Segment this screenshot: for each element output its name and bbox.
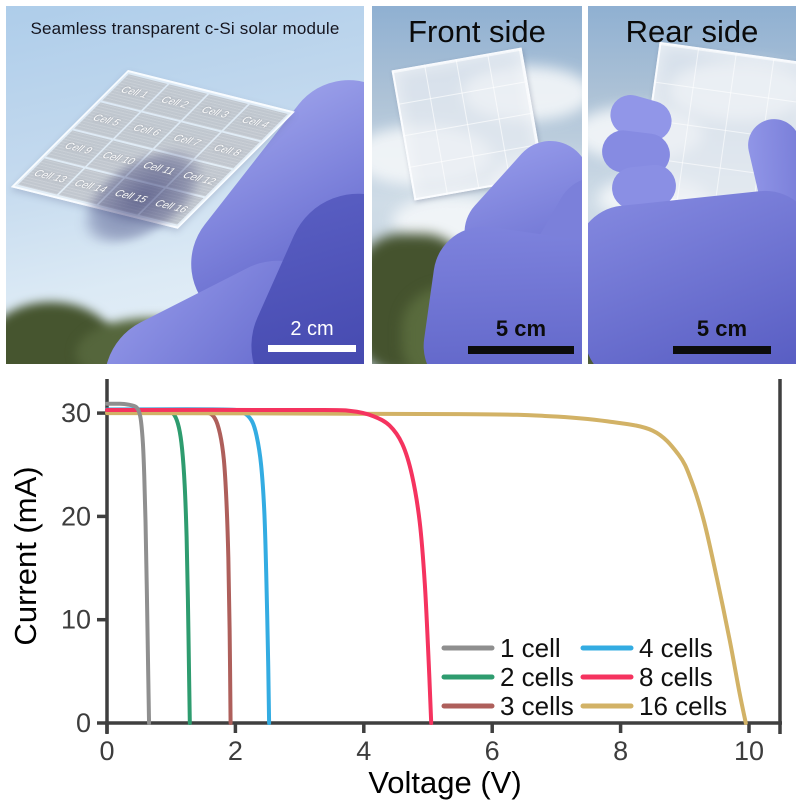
x-tick-label: 8	[613, 736, 628, 766]
scale-bar-label: 2 cm	[290, 318, 334, 340]
y-tick-label: 0	[76, 708, 91, 738]
rear-side-panel: Rear side 5 cm	[588, 6, 796, 364]
y-axis-label: Current (mA)	[8, 466, 43, 645]
x-tick-label: 4	[356, 736, 371, 766]
rear-side-title: Rear side	[625, 14, 759, 49]
legend-label-3-cells: 3 cells	[500, 691, 574, 721]
curve-3-cells	[105, 408, 233, 725]
scale-bar-5cm-rear: 5 cm	[673, 316, 771, 354]
legend-label-8-cells: 8 cells	[639, 662, 713, 692]
module-panel-title: Seamless transparent c-Si solar module	[30, 19, 340, 38]
x-tick-label: 10	[734, 736, 764, 766]
scale-bar-label: 5 cm	[495, 316, 547, 341]
curve-1-cell	[105, 401, 152, 725]
legend-label-4-cells: 4 cells	[639, 633, 713, 663]
x-tick-label: 6	[485, 736, 500, 766]
front-side-title: Front side	[408, 14, 546, 49]
curve-16-cells	[105, 411, 748, 725]
y-tick-label: 30	[61, 398, 91, 428]
scale-bar-line	[673, 346, 771, 354]
curve-8-cells	[105, 407, 434, 725]
y-tick-label: 20	[61, 501, 91, 531]
module-photo-panel: Cell 1 Cell 2 Cell 3 Cell 4 Cell 5 Cell 6 Cell…	[6, 6, 364, 364]
legend-label-2-cells: 2 cells	[500, 662, 574, 692]
scale-bar-5cm-front: 5 cm	[468, 316, 574, 354]
scale-bar-label: 5 cm	[696, 316, 748, 341]
front-side-panel: Front side 5 cm	[372, 6, 582, 364]
scale-bar-line	[268, 345, 356, 352]
scale-bar-2cm: 2 cm	[268, 318, 356, 352]
scale-bar-line	[468, 346, 574, 354]
x-axis-label: Voltage (V)	[368, 765, 521, 800]
legend-label-16-cells: 16 cells	[639, 691, 727, 721]
x-tick-label: 2	[228, 736, 243, 766]
x-tick-label: 0	[99, 736, 114, 766]
legend-label-1-cell: 1 cell	[500, 633, 561, 663]
y-tick-label: 10	[61, 605, 91, 635]
